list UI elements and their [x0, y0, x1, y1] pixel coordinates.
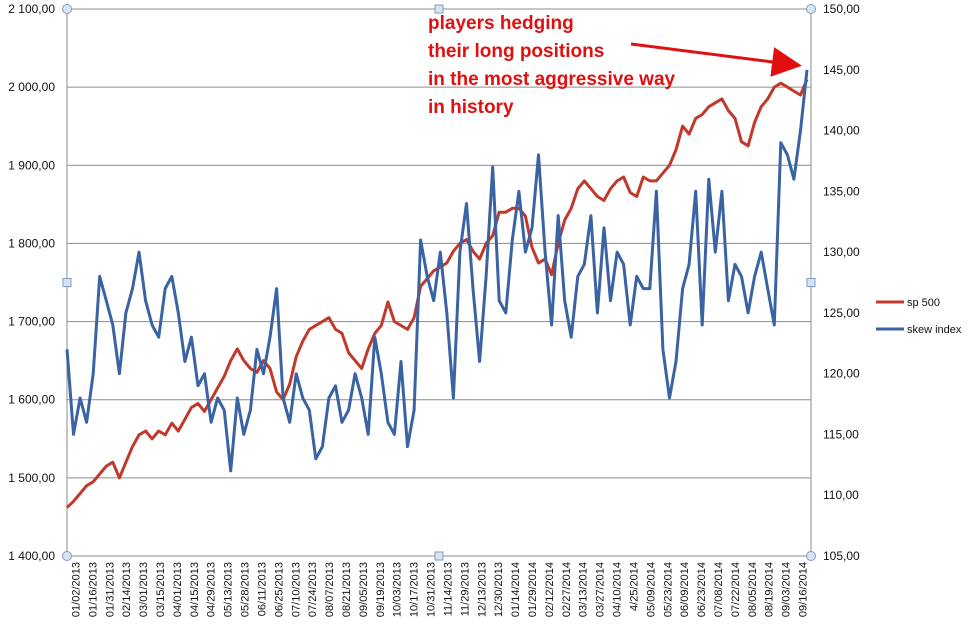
x-tick-label: 04/01/2013 — [172, 562, 184, 617]
series-lines — [65, 69, 809, 509]
right-tick-label: 120,00 — [823, 367, 860, 381]
x-tick-label: 01/31/2013 — [104, 562, 116, 617]
x-tick-label: 01/14/2014 — [510, 562, 522, 617]
legend-label: skew index — [907, 324, 962, 336]
resize-handle[interactable] — [434, 551, 444, 561]
x-axis-ticks: 01/02/2013 01/16/2013 01/31/2013 02/14/2013… — [70, 562, 809, 617]
x-tick-label: 09/05/2013 — [358, 562, 370, 617]
x-tick-label: 07/24/2013 — [307, 562, 319, 617]
x-tick-label: 05/09/2014 — [645, 562, 657, 617]
selection-handles[interactable] — [62, 4, 816, 561]
x-tick-label: 09/19/2013 — [375, 562, 387, 617]
right-tick-label: 130,00 — [823, 245, 860, 259]
annotation-text: players hedging — [428, 13, 574, 34]
x-tick-label: 12/30/2013 — [493, 562, 505, 617]
x-tick-label: 07/10/2013 — [290, 562, 302, 617]
x-tick-label: 07/08/2014 — [713, 562, 725, 617]
left-tick-label: 1 700,00 — [8, 315, 55, 329]
annotation-text: in history — [428, 97, 514, 118]
x-tick-label: 08/19/2014 — [764, 562, 776, 617]
right-tick-label: 135,00 — [823, 184, 860, 198]
x-tick-label: 12/13/2013 — [476, 562, 488, 617]
x-tick-label: 05/28/2013 — [240, 562, 252, 617]
x-tick-label: 01/16/2013 — [87, 562, 99, 617]
resize-handle[interactable] — [62, 551, 72, 561]
x-tick-label: 09/03/2014 — [781, 562, 793, 617]
resize-handle[interactable] — [434, 4, 444, 14]
left-tick-label: 1 900,00 — [8, 158, 55, 172]
x-tick-label: 11/29/2013 — [459, 562, 471, 616]
resize-handle[interactable] — [806, 4, 816, 14]
right-tick-label: 115,00 — [823, 427, 859, 441]
annotation-text: their long positions — [428, 41, 604, 62]
x-tick-label: 10/17/2013 — [409, 562, 421, 617]
legend: sp 500 skew index — [876, 297, 962, 336]
x-tick-label: 03/13/2014 — [578, 562, 590, 617]
right-tick-label: 110,00 — [823, 488, 859, 502]
x-tick-label: 08/07/2013 — [324, 562, 336, 617]
left-tick-label: 1 800,00 — [8, 236, 55, 250]
x-tick-label: 02/27/2014 — [561, 562, 573, 617]
right-tick-label: 105,00 — [823, 549, 860, 563]
x-tick-label: 01/29/2014 — [527, 562, 539, 617]
legend-label: sp 500 — [907, 297, 940, 309]
x-tick-label: 05/13/2013 — [223, 562, 235, 617]
skew-index-line — [65, 69, 809, 473]
sp-500-line — [65, 78, 809, 509]
right-tick-label: 145,00 — [823, 63, 860, 77]
gridlines — [67, 8, 811, 557]
resize-handle[interactable] — [62, 278, 72, 287]
right-tick-label: 150,00 — [823, 2, 860, 16]
x-tick-label: 10/03/2013 — [392, 562, 404, 617]
x-tick-label: 06/23/2014 — [696, 562, 708, 617]
right-tick-label: 125,00 — [823, 306, 860, 320]
x-tick-label: 02/12/2014 — [544, 562, 556, 617]
x-tick-label: 10/31/2013 — [426, 562, 438, 617]
x-tick-label: 04/29/2013 — [206, 562, 218, 617]
x-tick-label: 4/25/2014 — [628, 562, 640, 611]
x-tick-label: 09/16/2014 — [798, 562, 810, 617]
annotation: players hedging their long positions in th… — [428, 13, 802, 118]
x-tick-label: 04/10/2014 — [612, 562, 624, 617]
x-tick-label: 03/15/2013 — [155, 562, 167, 617]
resize-handle[interactable] — [806, 551, 816, 561]
left-tick-label: 1 400,00 — [8, 549, 55, 563]
left-axis-ticks: 1 400,00 1 500,00 1 600,00 1 700,00 1 800,00… — [8, 2, 55, 563]
x-tick-label: 06/11/2013 — [256, 562, 268, 616]
annotation-arrow — [630, 42, 802, 77]
left-tick-label: 2 000,00 — [8, 80, 55, 94]
x-tick-label: 03/01/2013 — [138, 562, 150, 617]
x-tick-label: 02/14/2013 — [121, 562, 133, 617]
x-tick-label: 06/09/2014 — [679, 562, 691, 617]
x-tick-label: 05/23/2014 — [662, 562, 674, 617]
x-tick-label: 08/21/2013 — [341, 562, 353, 617]
x-tick-label: 11/14/2013 — [442, 562, 454, 616]
x-tick-label: 03/27/2014 — [595, 562, 607, 617]
right-axis-ticks: 105,00 110,00 115,00 120,00 125,00 130,00 135,… — [823, 2, 860, 563]
x-tick-label: 01/02/2013 — [70, 562, 82, 617]
left-tick-label: 1 500,00 — [8, 471, 55, 485]
right-tick-label: 140,00 — [823, 124, 860, 138]
x-tick-label: 08/05/2014 — [747, 562, 759, 617]
annotation-text: in the most aggressive way — [428, 69, 676, 90]
x-tick-label: 06/25/2013 — [273, 562, 285, 617]
resize-handle[interactable] — [806, 278, 816, 287]
resize-handle[interactable] — [62, 4, 72, 14]
x-tick-label: 07/22/2014 — [730, 562, 742, 617]
x-tick-label: 04/15/2013 — [189, 562, 201, 617]
left-tick-label: 2 100,00 — [8, 2, 55, 16]
left-tick-label: 1 600,00 — [8, 393, 55, 407]
